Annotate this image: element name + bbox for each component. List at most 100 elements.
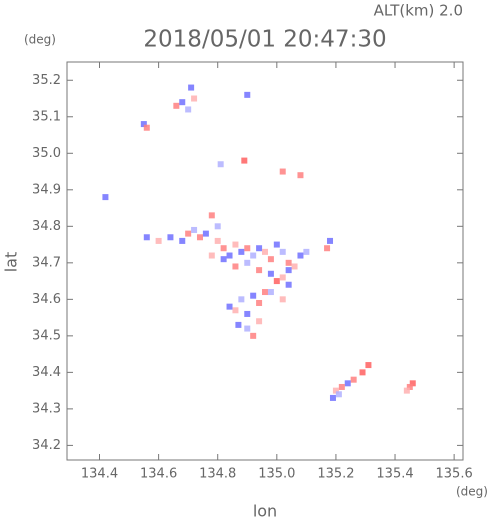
x-axis-label: lon — [253, 502, 277, 521]
radar-cell — [250, 292, 257, 299]
y-tick-label: 34.6 — [32, 292, 61, 307]
y-tick-label: 35.0 — [32, 146, 61, 161]
radar-cell — [403, 387, 410, 394]
radar-cell — [140, 121, 147, 128]
radar-cell — [202, 230, 209, 237]
chart-title: 2018/05/01 20:47:30 — [143, 27, 386, 53]
radar-cell — [344, 380, 351, 387]
x-tick-label: 135.6 — [436, 467, 473, 482]
radar-cell — [143, 124, 150, 131]
radar-cell — [143, 234, 150, 241]
y-tick-label: 35.2 — [32, 73, 61, 88]
radar-cell — [332, 387, 339, 394]
x-tick-label: 135.2 — [317, 467, 354, 482]
y-tick-label: 34.8 — [32, 219, 61, 234]
radar-cell — [297, 252, 304, 259]
radar-cell — [238, 248, 245, 255]
x-tick-label: 135.4 — [376, 467, 413, 482]
radar-cell — [208, 212, 215, 219]
radar-cell — [238, 296, 245, 303]
radar-cell — [365, 362, 372, 369]
radar-cell — [191, 226, 198, 233]
y-tick-label: 34.4 — [32, 365, 61, 380]
radar-cell — [279, 248, 286, 255]
x-tick-label: 134.6 — [140, 467, 177, 482]
radar-cell — [256, 267, 263, 274]
x-tick-label: 135.0 — [258, 467, 295, 482]
radar-cell — [220, 245, 227, 252]
radar-cell — [191, 95, 198, 102]
radar-cell — [214, 237, 221, 244]
radar-cell — [217, 161, 224, 168]
radar-cell — [179, 237, 186, 244]
y-tick-label: 34.7 — [32, 255, 61, 270]
radar-cell — [226, 303, 233, 310]
y-tick-label: 34.3 — [32, 401, 61, 416]
radar-cell — [285, 267, 292, 274]
radar-cell — [208, 252, 215, 259]
radar-cell — [256, 318, 263, 325]
y-tick-label: 34.5 — [32, 328, 61, 343]
radar-cell — [167, 234, 174, 241]
radar-cell — [244, 310, 251, 317]
radar-cell — [256, 245, 263, 252]
radar-cell — [303, 248, 310, 255]
radar-cell — [188, 84, 195, 91]
radar-cell — [285, 281, 292, 288]
radar-cell — [279, 274, 286, 281]
radar-cell — [196, 234, 203, 241]
plot-frame — [66, 61, 464, 461]
radar-cell — [262, 248, 268, 255]
radar-cell — [297, 172, 304, 179]
radar-cell — [250, 332, 257, 339]
radar-cell — [279, 168, 286, 175]
radar-cell — [267, 256, 274, 263]
y-tick-label: 34.9 — [32, 182, 61, 197]
radar-cell — [327, 237, 334, 244]
radar-cell — [232, 263, 239, 270]
radar-cell — [409, 380, 416, 387]
radar-cell — [329, 394, 336, 401]
radar-cell — [256, 299, 263, 306]
radar-cell — [324, 245, 331, 252]
radar-cell — [185, 230, 192, 237]
x-tick-label: 134.8 — [199, 467, 236, 482]
radar-cell — [338, 383, 345, 390]
radar-cell — [350, 376, 357, 383]
radar-cell — [244, 245, 251, 252]
radar-cell — [262, 289, 268, 296]
radar-cell — [185, 106, 192, 113]
radar-cell — [244, 91, 251, 98]
radar-cell — [273, 278, 280, 285]
radar-cell — [214, 223, 221, 230]
radar-cell — [226, 252, 233, 259]
radar-cell — [291, 263, 298, 270]
radar-cell — [267, 289, 274, 296]
y-tick-label: 35.1 — [32, 109, 61, 124]
radar-cell — [235, 321, 242, 328]
y-tick-label: 34.2 — [32, 438, 61, 453]
y-axis-label: lat — [2, 252, 21, 273]
radar-cell — [273, 241, 280, 248]
radar-cell — [359, 369, 366, 376]
radar-cell — [179, 99, 186, 106]
radar-cell — [102, 194, 109, 201]
radar-cell — [335, 391, 342, 398]
radar-cell — [173, 102, 180, 109]
radar-cell — [244, 259, 251, 266]
radar-cell — [241, 157, 248, 164]
radar-cell — [155, 237, 162, 244]
x-unit: (deg) — [456, 485, 488, 499]
radar-cell — [244, 325, 251, 332]
radar-cell — [232, 307, 239, 314]
radar-cell — [406, 383, 413, 390]
y-unit: (deg) — [24, 33, 56, 47]
radar-cell — [250, 252, 257, 259]
chart-subtitle: ALT(km) 2.0 — [374, 2, 463, 20]
radar-cell — [285, 259, 292, 266]
radar-cell — [220, 256, 227, 263]
radar-cell — [267, 270, 274, 277]
radar-cell — [232, 241, 239, 248]
x-tick-label: 134.4 — [81, 467, 118, 482]
